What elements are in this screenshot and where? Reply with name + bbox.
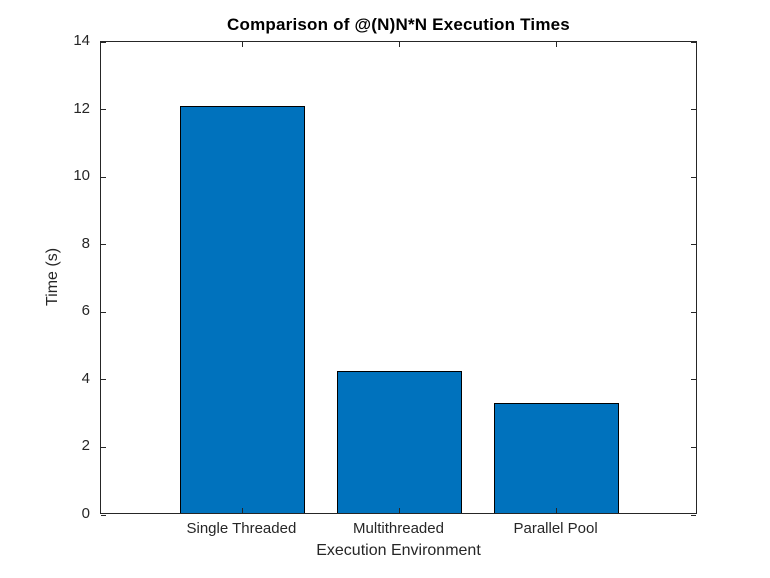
y-tick-label: 14 xyxy=(73,32,90,49)
y-tick-label: 12 xyxy=(73,99,90,117)
y-tick-label: 2 xyxy=(81,437,90,455)
y-tick-label: 8 xyxy=(81,234,90,252)
y-axis-label: Time (s) xyxy=(44,247,61,307)
y-tick-label: 4 xyxy=(81,369,90,387)
x-tick-mark xyxy=(556,508,558,513)
y-tick-mark xyxy=(101,41,106,43)
y-tick-mark xyxy=(691,176,696,178)
y-tick-mark xyxy=(101,514,106,516)
y-tick-mark xyxy=(691,446,696,448)
bar-parallel-pool xyxy=(493,403,620,513)
x-axis-label: Execution Environment xyxy=(316,542,481,559)
y-tick-mark xyxy=(691,311,696,313)
y-tick-mark xyxy=(691,244,696,246)
y-tick-mark xyxy=(691,379,696,381)
plot-area xyxy=(100,41,697,516)
x-tick-mark xyxy=(241,508,243,513)
y-tick-mark xyxy=(691,41,696,43)
y-tick-mark xyxy=(101,446,106,448)
y-tick-mark xyxy=(101,311,106,313)
y-tick-label: 0 xyxy=(81,505,90,522)
y-tick-mark xyxy=(691,514,696,516)
y-tick-label: 10 xyxy=(73,167,90,185)
x-tick-label: Single Threaded xyxy=(186,520,297,537)
x-tick-mark xyxy=(399,42,400,47)
y-tick-mark xyxy=(101,109,106,111)
y-tick-mark xyxy=(101,244,106,246)
y-tick-mark xyxy=(101,176,106,178)
x-tick-label: Parallel Pool xyxy=(513,520,598,537)
x-tick-mark xyxy=(241,42,243,47)
chart-title: Comparison of @(N)N*N Execution Times xyxy=(227,15,570,34)
bar-multithreaded xyxy=(336,371,463,513)
y-tick-label: 6 xyxy=(81,302,90,320)
y-tick-mark xyxy=(101,379,106,381)
x-tick-mark xyxy=(556,42,558,47)
x-tick-label: Multithreaded xyxy=(353,520,444,537)
x-tick-mark xyxy=(399,508,400,513)
bar-single-threaded xyxy=(179,105,306,513)
y-tick-mark xyxy=(691,109,696,111)
